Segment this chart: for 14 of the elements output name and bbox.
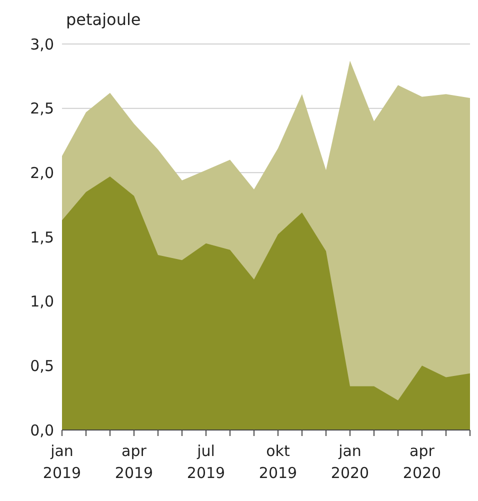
y-tick-label: 1,0 — [30, 292, 54, 311]
y-tick-label: 0,5 — [30, 356, 54, 375]
x-tick-label: apr 2019 — [114, 442, 154, 482]
y-tick-label: 2,5 — [30, 100, 54, 118]
y-tick-label: 0,0 — [30, 421, 54, 440]
x-tick-label: okt 2019 — [258, 442, 298, 482]
y-tick-label: 2,0 — [30, 164, 54, 182]
y-tick-label: 3,0 — [30, 35, 54, 54]
x-tick-label: apr 2020 — [402, 442, 442, 482]
y-tick-label: 1,5 — [30, 228, 54, 246]
x-tick-label: jan 2019 — [42, 442, 82, 482]
x-tick-label: jan 2020 — [330, 442, 370, 482]
y-axis-title: petajoule — [66, 10, 141, 29]
x-tick-label: jul 2019 — [186, 442, 226, 482]
